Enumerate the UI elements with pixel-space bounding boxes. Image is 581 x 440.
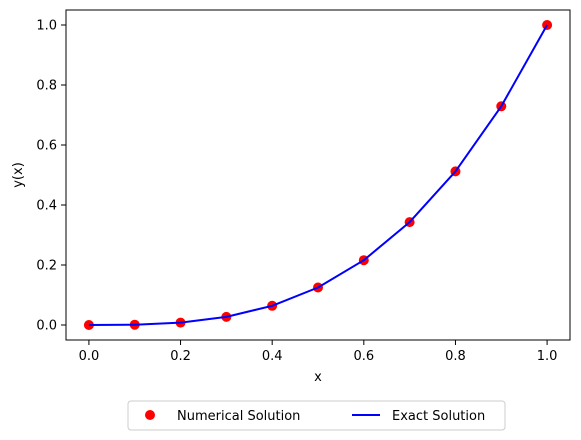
y-axis-label: y(x) (11, 162, 26, 188)
y-tick-label: 0.4 (36, 199, 57, 214)
legend-label-numerical: Numerical Solution (177, 409, 300, 424)
legend-label-exact: Exact Solution (392, 409, 485, 424)
x-axis: 0.0 0.2 0.4 0.6 0.8 1.0 (79, 340, 558, 364)
y-axis: 0.0 0.2 0.4 0.6 0.8 1.0 (36, 19, 66, 334)
y-tick-label: 0.0 (36, 319, 57, 334)
y-tick-label: 0.6 (36, 139, 57, 154)
x-tick-label: 0.4 (262, 349, 283, 364)
legend-box (127, 400, 506, 431)
x-tick-label: 1.0 (537, 349, 558, 364)
legend: Numerical Solution Exact Solution (127, 400, 506, 431)
x-tick-label: 0.6 (353, 349, 374, 364)
series-layer (83, 20, 553, 330)
x-axis-label: x (314, 370, 322, 385)
numerical-point (83, 320, 94, 330)
y-tick-label: 1.0 (36, 19, 57, 34)
x-tick-label: 0.0 (79, 349, 100, 364)
y-tick-label: 0.8 (36, 79, 57, 94)
x-tick-label: 0.2 (170, 349, 191, 364)
numerical-point (542, 20, 553, 30)
exact-solution-line (88, 24, 548, 326)
x-tick-label: 0.8 (445, 349, 466, 364)
y-tick-label: 0.2 (36, 259, 57, 274)
legend-marker-numerical (145, 410, 155, 420)
